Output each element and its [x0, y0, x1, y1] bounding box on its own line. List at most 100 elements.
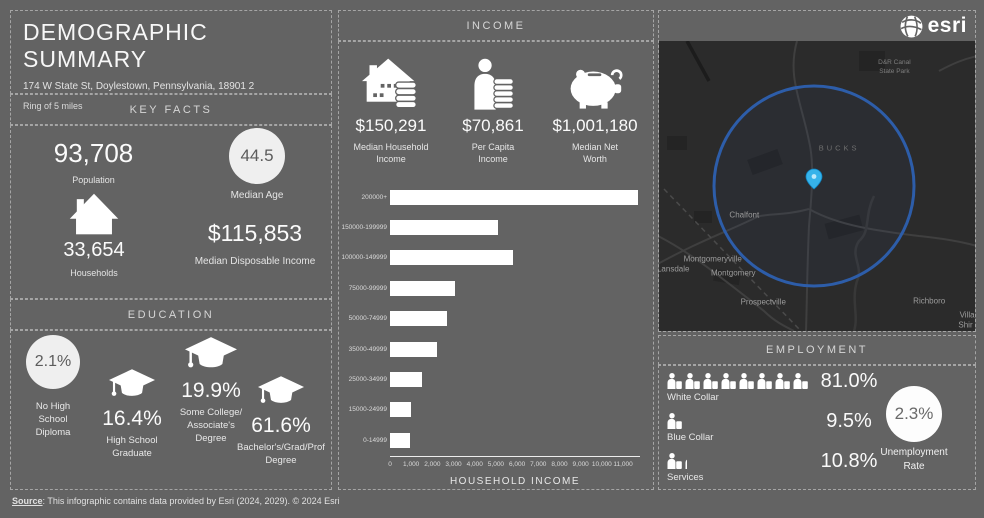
education-some-college: 19.9% Some College/ Associate's Degree	[167, 337, 255, 445]
map-place-label: Villa	[959, 310, 975, 320]
chart-xlabel: HOUSEHOLD INCOME	[449, 476, 581, 487]
person-coins-icon	[474, 58, 514, 110]
median-age-circle: 44.5	[229, 128, 285, 184]
esri-globe-icon	[900, 15, 923, 37]
white-collar-label: White Collar	[667, 392, 719, 403]
section-title: INCOME	[466, 19, 526, 32]
chart-row: 35000-49999	[339, 334, 653, 364]
households-value: 33,654	[63, 239, 125, 261]
map-place-label: BUCKS	[818, 143, 860, 153]
axis-tick-label: 2,000	[424, 461, 441, 468]
title-panel: DEMOGRAPHIC SUMMARY 174 W State St, Doyl…	[10, 10, 332, 111]
key-facts-panel: 93,708 Population 44.5 Median Age 33,654…	[10, 125, 332, 299]
services-icons	[667, 452, 703, 469]
axis-tick-label: 7,000	[530, 461, 547, 468]
chart-category-label: 75000-99999	[348, 284, 387, 292]
map-place-label: D&R Canal State Park	[878, 59, 911, 76]
education-high-school: 16.4% High School Graduate	[91, 369, 173, 461]
some-college-label: Some College/ Associate's Degree	[179, 407, 243, 444]
employment-header: EMPLOYMENT	[658, 335, 976, 365]
median-age-label: Median Age	[230, 190, 284, 201]
no-hs-diploma-circle: 2.1%	[26, 335, 80, 389]
map-place-label: Lansdale	[659, 264, 690, 274]
services-row: Services	[667, 452, 703, 483]
median-disposable-income-stat: $115,853 Median Disposable Income	[179, 220, 331, 267]
households-label: Households	[70, 268, 118, 278]
chart-bar-track	[390, 432, 640, 448]
chart-bar	[390, 220, 499, 236]
map-graphics	[659, 41, 975, 331]
median-net-worth-label: Median Net Worth	[571, 142, 619, 165]
chart-row: 25000-34999	[339, 364, 653, 394]
blue-collar-icons	[667, 412, 713, 429]
worker-icon	[685, 459, 687, 469]
address: 174 W State St, Doylestown, Pennsylvania…	[23, 81, 255, 92]
axis-tick-label: 11,000	[613, 461, 633, 468]
chart-row: 75000-99999	[339, 273, 653, 303]
per-capita-income-value: $70,861	[462, 116, 524, 135]
chart-bar-track	[390, 220, 640, 236]
bachelors-value: 61.6%	[251, 414, 311, 437]
graduation-cap-icon	[109, 369, 155, 396]
unemployment-label: Unemployment Rate	[880, 447, 948, 472]
house-icon	[69, 193, 119, 235]
chart-bar	[390, 372, 422, 388]
population-label: Population	[72, 175, 115, 185]
chart-row: 100000-149999	[339, 243, 653, 273]
axis-tick-label: 8,000	[551, 461, 568, 468]
chart-bar-track	[390, 372, 640, 388]
house-coins-icon	[362, 58, 417, 109]
blue-collar-label: Blue Collar	[667, 432, 714, 443]
chart-bar	[390, 402, 412, 418]
section-title: EMPLOYMENT	[765, 344, 868, 356]
education-bachelors: 61.6% Bachelor's/Grad/Prof Degree	[233, 376, 329, 468]
high-school-label: High School Graduate	[106, 435, 158, 459]
high-school-value: 16.4%	[102, 407, 162, 430]
population-stat: 93,708 Population	[11, 138, 176, 185]
worker-icon	[667, 453, 682, 469]
median-household-income-stat: $150,291 Median Household Income	[341, 54, 441, 165]
worker-icon-partial	[685, 453, 687, 469]
map-place-label: Montgomeryville	[683, 254, 742, 263]
map-place-label: Richboro	[913, 296, 946, 306]
households-stat: 33,654 Households	[19, 192, 169, 278]
white-collar-value: 81.0%	[820, 370, 878, 392]
education-header: EDUCATION	[10, 299, 332, 330]
education-panel: 2.1% No High School Diploma 16.4% High S…	[10, 330, 332, 490]
worker-icon	[667, 413, 682, 429]
chart-bar	[390, 341, 437, 357]
map-stream	[685, 41, 711, 82]
axis-tick-label: 10,000	[591, 461, 612, 468]
axis-tick-label: 5,000	[487, 461, 505, 468]
chart-category-label: 50000-74999	[348, 315, 387, 323]
chart-category-label: 0-14999	[363, 436, 387, 444]
chart-bar	[390, 189, 638, 205]
blue-collar-row: Blue Collar	[667, 412, 713, 443]
axis-tick-label: 9,000	[572, 461, 589, 468]
chart-row: 50000-74999	[339, 304, 653, 334]
axis-tick-label: 3,000	[445, 461, 462, 468]
chart-bar-track	[390, 189, 640, 205]
chart-row: 200000+	[339, 182, 653, 212]
map-place-label: Prospectville	[740, 297, 786, 307]
worker-icon	[775, 373, 790, 389]
chart-bar	[390, 250, 513, 266]
section-title: KEY FACTS	[129, 103, 213, 116]
no-hs-diploma-label: No High School Diploma	[35, 401, 71, 438]
map-railroad	[663, 188, 800, 330]
population-value: 93,708	[53, 138, 134, 168]
services-label: Services	[667, 472, 704, 483]
worker-icon	[757, 373, 772, 389]
white-collar-row: White Collar	[667, 372, 808, 403]
worker-icon	[721, 373, 736, 389]
graduation-cap-icon	[185, 337, 237, 368]
some-college-value: 19.9%	[181, 379, 241, 402]
map-river	[852, 195, 876, 331]
map-place-label: Chalfont	[729, 210, 760, 220]
esri-logo-text: esri	[927, 14, 967, 37]
chart-category-label: 15000-24999	[348, 406, 387, 414]
piggy-bank-icon	[570, 69, 623, 109]
map-place-label: Shir	[958, 320, 973, 330]
per-capita-income-stat: $70,861 Per Capita Income	[443, 54, 543, 165]
